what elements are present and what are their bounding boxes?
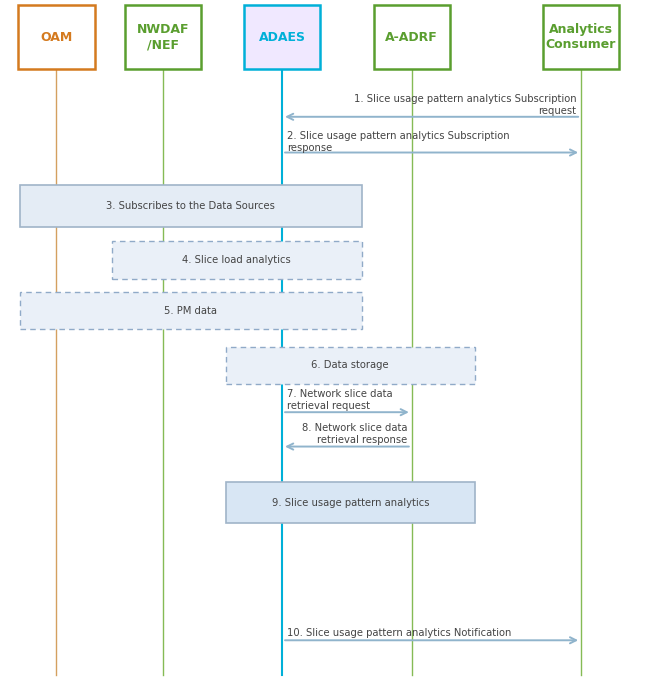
Text: ADAES: ADAES [259,31,305,43]
Text: 6. Data storage: 6. Data storage [311,361,389,370]
Text: 3. Subscribes to the Data Sources: 3. Subscribes to the Data Sources [106,201,276,211]
FancyBboxPatch shape [20,291,362,329]
Text: A-ADRF: A-ADRF [385,31,438,43]
Text: 5. PM data: 5. PM data [165,306,217,315]
FancyBboxPatch shape [125,5,201,69]
FancyBboxPatch shape [226,482,475,523]
Text: NWDAF
/NEF: NWDAF /NEF [136,23,189,51]
FancyBboxPatch shape [244,5,321,69]
Text: 9. Slice usage pattern analytics: 9. Slice usage pattern analytics [272,498,429,508]
Text: 7. Network slice data
retrieval request: 7. Network slice data retrieval request [287,389,392,411]
Text: Analytics
Consumer: Analytics Consumer [546,23,616,51]
Text: 1. Slice usage pattern analytics Subscription
request: 1. Slice usage pattern analytics Subscri… [354,94,576,116]
FancyBboxPatch shape [226,346,475,385]
Text: 4. Slice load analytics: 4. Slice load analytics [183,255,291,264]
FancyBboxPatch shape [373,5,450,69]
Text: OAM: OAM [41,31,72,43]
FancyBboxPatch shape [112,240,362,279]
FancyBboxPatch shape [19,5,95,69]
FancyBboxPatch shape [20,185,362,227]
Text: 10. Slice usage pattern analytics Notification: 10. Slice usage pattern analytics Notifi… [287,629,511,638]
FancyBboxPatch shape [543,5,619,69]
Text: 8. Network slice data
retrieval response: 8. Network slice data retrieval response [301,423,407,445]
Text: 2. Slice usage pattern analytics Subscription
response: 2. Slice usage pattern analytics Subscri… [287,131,509,153]
